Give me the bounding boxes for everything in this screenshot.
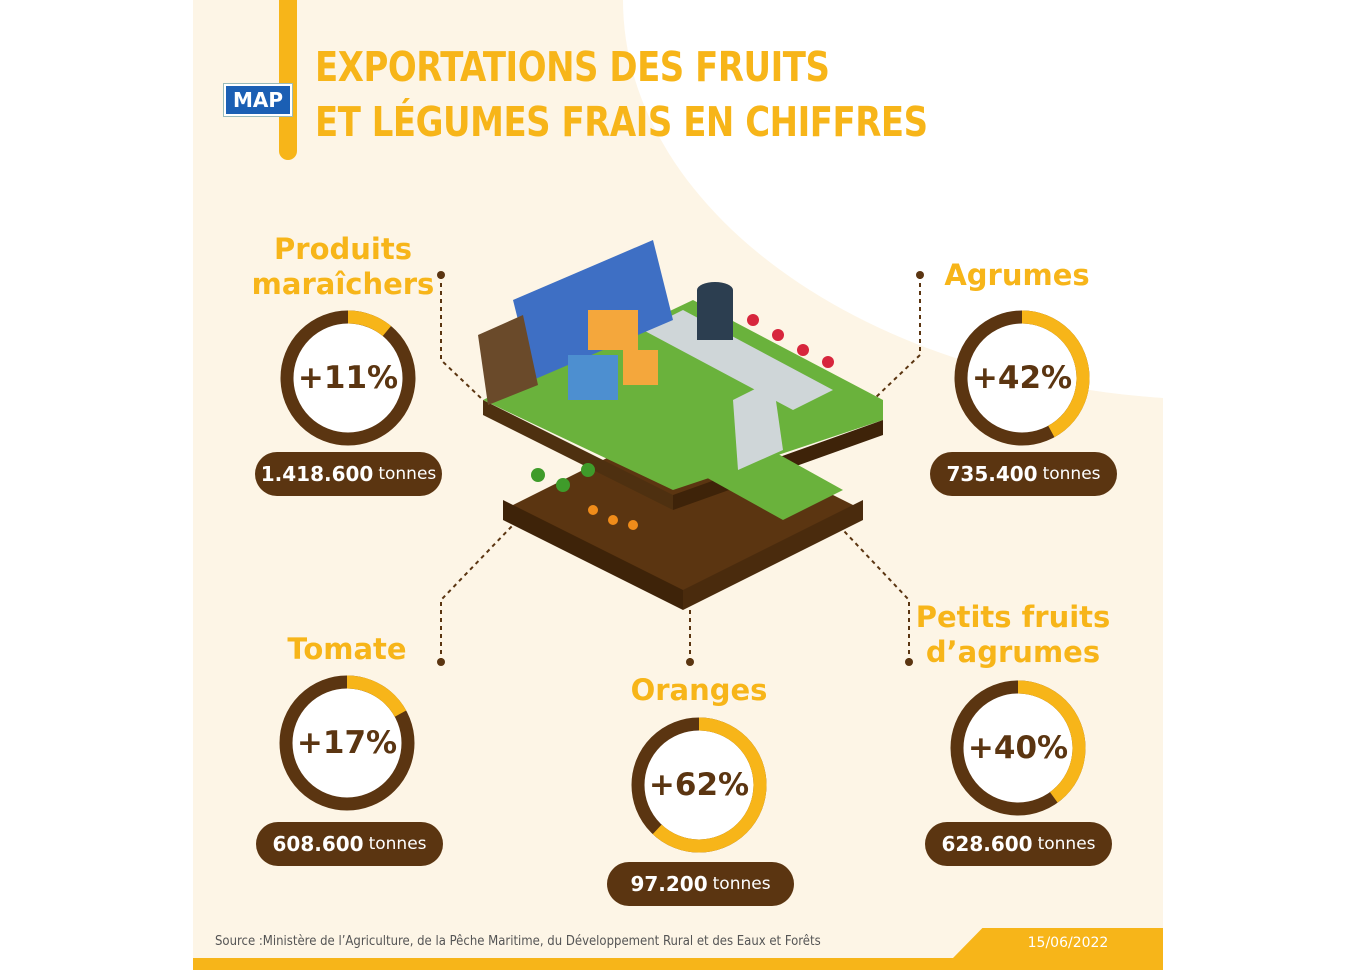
farm-illustration	[437, 240, 924, 666]
label-agrumes: Agrumes	[944, 258, 1090, 292]
donut-tomate: +17%	[277, 673, 417, 813]
percent-label: +42%	[971, 360, 1073, 396]
label-tomate: Tomate	[287, 632, 407, 666]
page-title: EXPORTATIONS DES FRUITS ET LÉGUMES FRAIS …	[315, 43, 928, 146]
percent-label: +17%	[296, 725, 398, 761]
percent-label: +62%	[648, 767, 750, 803]
date-badge: 15/06/2022	[953, 928, 1163, 958]
donut-arc	[280, 310, 416, 446]
donut-produits-maraichers: +11%	[278, 308, 418, 448]
label-oranges: Oranges	[630, 673, 768, 707]
value-petits-fruits: 628.600 tonnes	[925, 822, 1112, 866]
donut-arc	[954, 310, 1090, 446]
infographic: MAP EXPORTATIONS DES FRUITS ET LÉGUMES FR…	[193, 0, 1163, 970]
value-tomate: 608.600 tonnes	[256, 822, 443, 866]
title-accent-bar	[279, 0, 297, 160]
label-petits-fruits: Petits fruits d’agrumes	[915, 600, 1111, 669]
donut-petits-fruits: +40%	[948, 678, 1088, 818]
percent-label: +40%	[967, 730, 1069, 766]
donut-arc	[631, 717, 767, 853]
connector-lines	[440, 275, 921, 662]
label-produits-maraichers: Produits maraîchers	[251, 232, 435, 301]
value-agrumes: 735.400 tonnes	[930, 452, 1117, 496]
percent-label: +11%	[297, 360, 399, 396]
source-text: Source :Ministère de l’Agriculture, de l…	[215, 934, 821, 949]
donut-agrumes: +42%	[952, 308, 1092, 448]
donut-oranges: +62%	[629, 715, 769, 855]
footer-bar	[193, 958, 1163, 970]
donut-arc	[279, 675, 415, 811]
map-logo: MAP	[224, 84, 292, 116]
donut-arc	[950, 680, 1086, 816]
value-oranges: 97.200 tonnes	[607, 862, 794, 906]
value-produits-maraichers: 1.418.600 tonnes	[255, 452, 442, 496]
